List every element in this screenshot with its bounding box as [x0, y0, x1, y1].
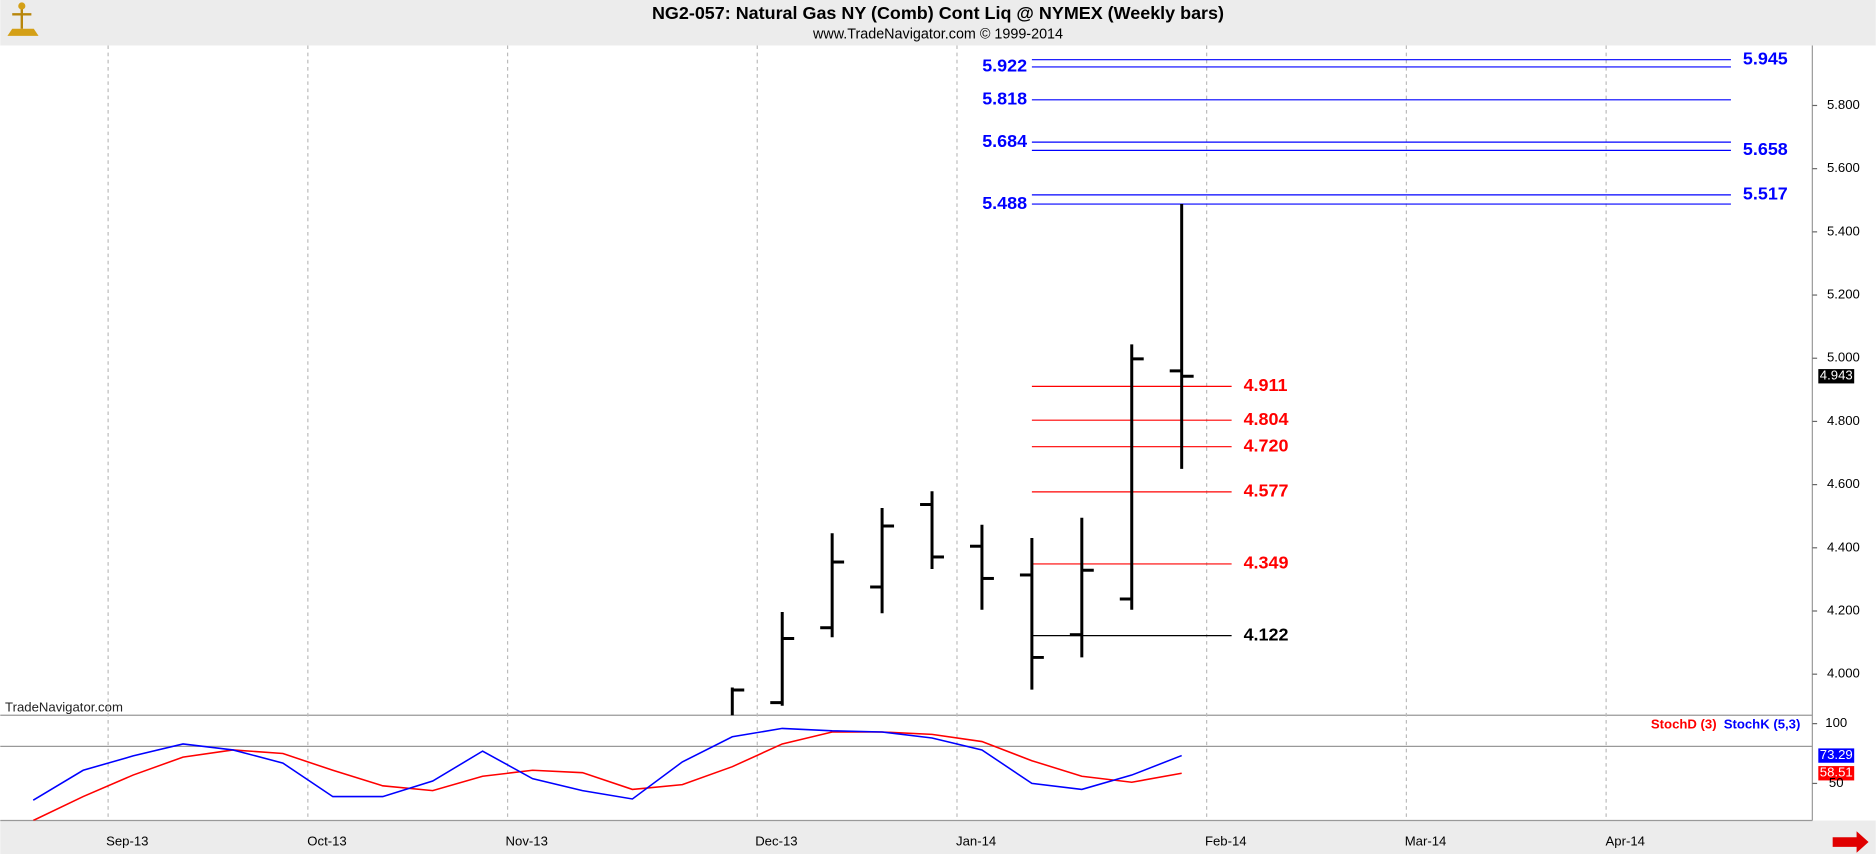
y-tick-label: 4.000	[1827, 666, 1860, 681]
x-tick-label: Mar-14	[1405, 834, 1447, 849]
y-tick-label: 4.800	[1827, 413, 1860, 428]
last-price-label: 4.943	[1820, 368, 1853, 383]
last-value-label: 73.29	[1820, 747, 1853, 762]
level-label: 4.720	[1244, 435, 1289, 455]
x-tick-label: Sep-13	[106, 834, 148, 849]
level-label: 5.488	[982, 193, 1027, 213]
level-label: 5.818	[982, 89, 1027, 109]
level-label: 5.658	[1743, 139, 1788, 159]
level-label: 4.122	[1244, 624, 1289, 644]
legend-entry: StochK (5,3)	[1724, 716, 1801, 731]
y-tick-label: 5.200	[1827, 287, 1860, 302]
x-tick-label: Jan-14	[956, 834, 996, 849]
level-label: 5.684	[982, 131, 1027, 151]
x-tick-label: Apr-14	[1606, 834, 1645, 849]
x-tick-label: Nov-13	[506, 834, 548, 849]
last-price-box	[1818, 369, 1855, 384]
chart-title: NG2-057: Natural Gas NY (Comb) Cont Liq …	[652, 3, 1224, 23]
y-tick-label: 4.200	[1827, 602, 1860, 617]
x-tick-label: Feb-14	[1205, 834, 1247, 849]
x-tick-label: Oct-13	[307, 834, 346, 849]
stoch-tick-label: 50	[1829, 775, 1844, 790]
y-tick-label: 4.600	[1827, 476, 1860, 491]
stoch-line	[32, 727, 1182, 801]
level-label: 5.945	[1743, 48, 1788, 68]
level-label: 4.804	[1244, 409, 1289, 429]
last-value-box	[1818, 748, 1855, 763]
last-value-label: 58.51	[1820, 765, 1853, 780]
level-label: 4.349	[1244, 553, 1289, 573]
level-label: 4.911	[1244, 375, 1288, 395]
y-tick-label: 5.400	[1827, 223, 1860, 238]
chart-subtitle: www.TradeNavigator.com © 1999-2014	[812, 26, 1063, 42]
legend-entry: StochD (3)	[1651, 716, 1717, 731]
y-tick-label: 5.600	[1827, 160, 1860, 175]
y-tick-label: 5.800	[1827, 97, 1860, 112]
logo	[7, 2, 39, 36]
y-tick-label: 5.000	[1827, 350, 1860, 365]
header-band	[0, 0, 1876, 46]
watermark: TradeNavigator.com	[5, 700, 123, 715]
stoch-line	[32, 731, 1182, 821]
last-value-box	[1818, 766, 1855, 781]
level-label: 5.922	[982, 56, 1027, 76]
footer-band	[0, 820, 1876, 854]
stoch-tick-label: 100	[1825, 715, 1847, 730]
level-label: 5.517	[1743, 184, 1788, 204]
x-tick-label: Dec-13	[755, 834, 797, 849]
y-tick-label: 4.400	[1827, 539, 1860, 554]
level-label: 4.577	[1244, 481, 1289, 501]
scroll-arrow[interactable]	[1832, 831, 1869, 853]
